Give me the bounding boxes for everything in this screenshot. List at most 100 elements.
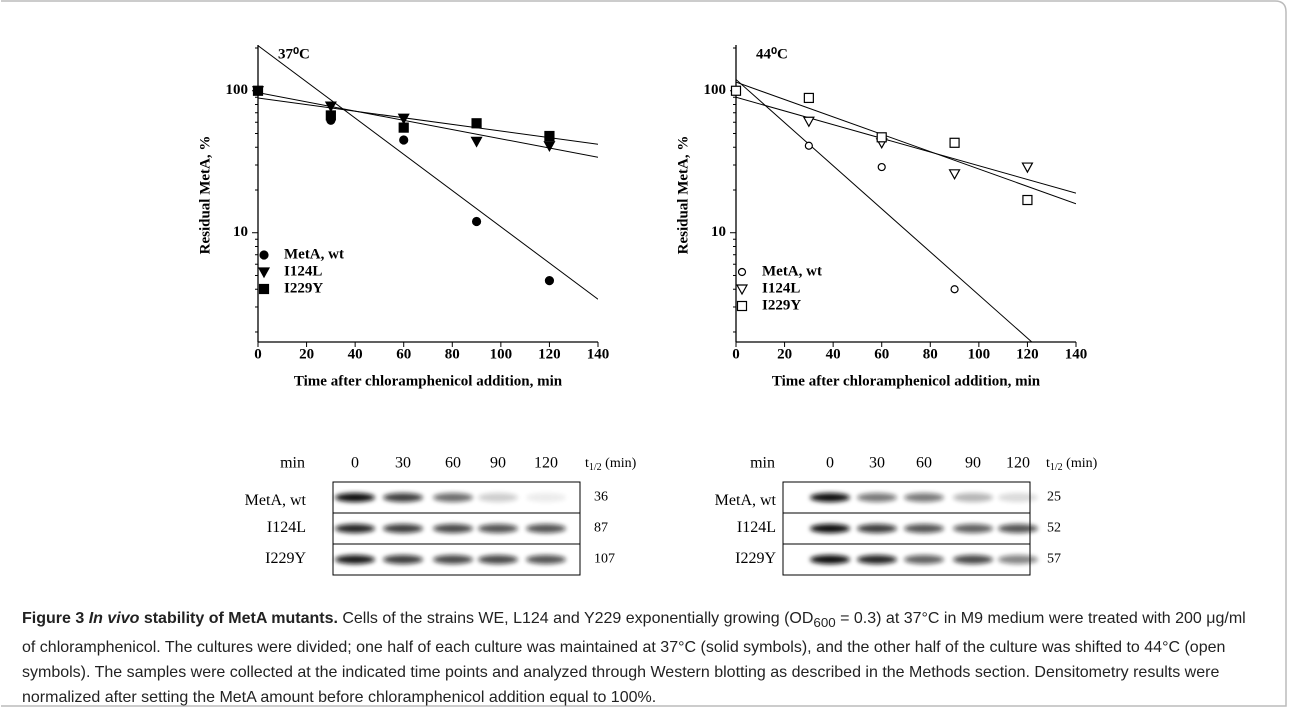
fit-line [736, 81, 1076, 205]
blot-time: 90 [965, 455, 981, 472]
band [478, 555, 518, 564]
x-tick-label: 120 [1016, 346, 1039, 362]
marker [397, 113, 410, 125]
band [998, 493, 1038, 502]
band [810, 555, 850, 564]
blot-time: 0 [826, 455, 834, 472]
chart-title: 44⁰C [756, 46, 788, 62]
legend-marker [257, 267, 271, 279]
band [904, 555, 944, 564]
blot-row-label: MetA, wt [245, 492, 307, 509]
fit-line [258, 92, 598, 158]
marker [471, 216, 482, 227]
caption: Figure 3 In vivo stability of MetA mutan… [22, 606, 1262, 710]
band [383, 493, 423, 502]
marker [876, 132, 887, 143]
marker [949, 137, 960, 148]
legend-marker [259, 250, 269, 260]
x-tick-label: 60 [396, 346, 411, 362]
legend-label: I124L [284, 263, 322, 279]
blot-time: 90 [490, 455, 506, 472]
x-tick-label: 80 [445, 346, 460, 362]
y-tick-label: 100 [226, 82, 249, 98]
marker [543, 141, 556, 152]
marker [950, 285, 959, 294]
legend-label: MetA, wt [284, 246, 344, 262]
fit-line [736, 79, 1033, 342]
half-life: 87 [594, 521, 608, 536]
y-axis-label: Residual MetA, % [675, 136, 691, 255]
unit: (min) [602, 456, 637, 471]
band [857, 555, 897, 564]
legend-marker [737, 267, 747, 277]
fit-line [736, 96, 1076, 194]
band [433, 493, 473, 502]
y-tick-label: 10 [233, 224, 248, 240]
x-tick-label: 40 [826, 346, 841, 362]
marker [1022, 194, 1033, 206]
blot-unit: min [280, 455, 305, 472]
legend-label: I229Y [762, 297, 801, 313]
band [810, 493, 850, 502]
band [953, 555, 993, 564]
unit: (min) [1063, 456, 1098, 471]
band [478, 493, 518, 502]
marker [804, 141, 813, 150]
band [953, 524, 993, 533]
band [857, 493, 897, 502]
blot-time: 60 [445, 455, 461, 472]
x-axis-label: Time after chloramphenicol addition, min [772, 373, 1041, 389]
band [526, 524, 566, 533]
x-axis-label: Time after chloramphenicol addition, min [294, 373, 563, 389]
band [526, 493, 566, 502]
blot-row-label: I229Y [735, 550, 776, 567]
band [810, 524, 850, 533]
band [998, 555, 1038, 564]
blot-row-label: I229Y [265, 550, 306, 567]
band [998, 524, 1038, 533]
band [335, 493, 375, 502]
blot-unit: min [750, 455, 775, 472]
marker [730, 85, 742, 96]
blot-thalf: t1/2 (min) [1046, 456, 1098, 473]
half-life: 57 [1047, 552, 1061, 567]
band [383, 524, 423, 533]
marker [398, 122, 409, 133]
y-axis-label: Residual MetA, % [197, 136, 213, 255]
x-tick-label: 140 [1065, 346, 1088, 362]
half-life: 52 [1047, 521, 1061, 536]
legend-label: I229Y [284, 280, 323, 296]
t: t [1046, 456, 1050, 471]
marker [803, 92, 814, 104]
marker [324, 101, 337, 113]
marker [802, 116, 815, 128]
band [526, 555, 566, 564]
x-tick-label: 60 [874, 346, 889, 362]
marker [1021, 162, 1034, 174]
x-tick-label: 0 [732, 346, 740, 362]
half-life: 36 [594, 490, 608, 505]
blot-time: 0 [351, 455, 359, 472]
marker [399, 135, 409, 145]
marker [252, 85, 264, 96]
caption-sub: 600 [813, 615, 836, 631]
x-tick-label: 20 [777, 346, 792, 362]
band [904, 524, 944, 533]
marker [544, 276, 555, 286]
caption-heading: stability of MetA mutants. [139, 610, 338, 627]
legend-label: MetA, wt [762, 263, 822, 279]
x-tick-label: 20 [299, 346, 314, 362]
band [335, 524, 375, 533]
y-tick-label: 100 [704, 82, 727, 98]
sub: 1/2 [589, 462, 602, 473]
band [857, 524, 897, 533]
chart-title: 37⁰C [278, 46, 310, 62]
blot-time: 30 [395, 455, 411, 472]
band [433, 555, 473, 564]
band [904, 493, 944, 502]
half-life: 25 [1047, 490, 1061, 505]
band [478, 524, 518, 533]
blot-row-label: I124L [737, 519, 776, 536]
blot-time: 30 [869, 455, 885, 472]
